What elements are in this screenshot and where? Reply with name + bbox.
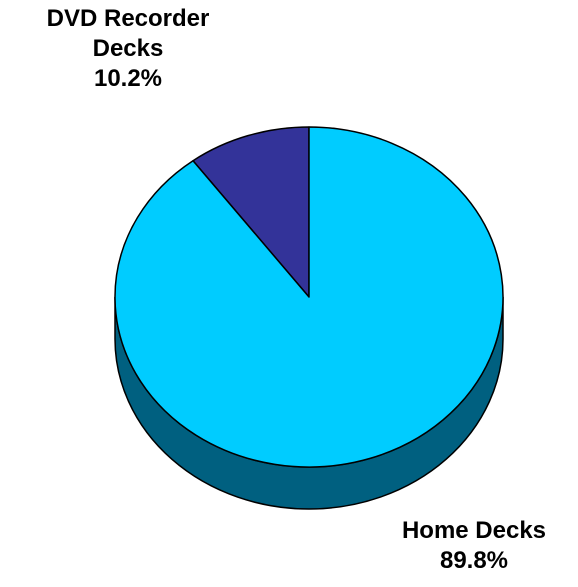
slice-label-dvd-line-1: DVD Recorder <box>46 5 210 32</box>
slice-label-dvd-line-2: Decks <box>92 35 164 62</box>
pie-top-faces <box>114 126 504 468</box>
pie-slice-dvd-recorder-decks <box>192 126 310 298</box>
pie-slice-home-decks <box>114 126 504 468</box>
slice-value-home: 89.8% <box>439 547 509 574</box>
slice-label-home-decks: Home Decks 89.8% <box>360 516 578 576</box>
slice-value-dvd: 10.2% <box>93 65 163 92</box>
slice-label-dvd-recorder-decks: DVD Recorder Decks 10.2% <box>10 4 246 94</box>
slice-label-home-line-1: Home Decks <box>401 517 547 544</box>
